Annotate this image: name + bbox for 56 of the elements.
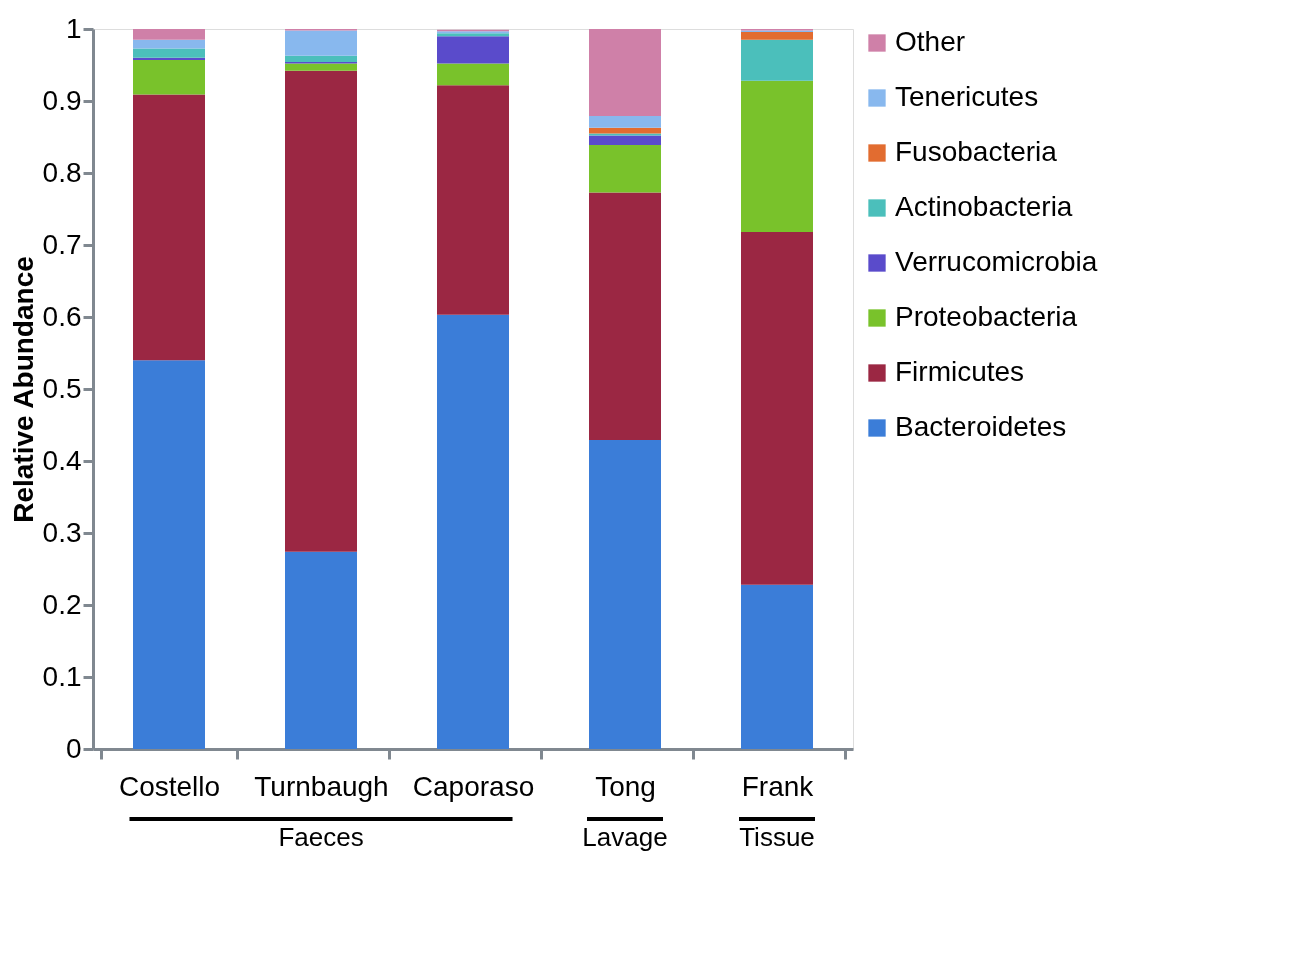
y-tick-label: 0.8: [42, 156, 82, 188]
bar: [741, 584, 813, 749]
bar: [589, 440, 661, 749]
bar: [133, 94, 205, 361]
legend-label: Fusobacteria: [895, 136, 1058, 167]
legend-label: Bacteroidetes: [895, 411, 1067, 442]
bar: [437, 36, 509, 64]
legend-label: Proteobacteria: [895, 301, 1078, 332]
x-tick-label: Caporaso: [412, 770, 535, 802]
y-tick-label: 0: [65, 732, 82, 764]
bar: [741, 232, 813, 585]
bar: [285, 63, 357, 71]
y-tick-label: 0.6: [42, 300, 82, 332]
y-tick-label: 0.7: [42, 228, 82, 260]
bar: [589, 135, 661, 145]
y-axis-title: Relative Abundance: [7, 256, 39, 523]
bar: [741, 31, 813, 40]
bar: [133, 59, 205, 95]
bar: [589, 192, 661, 441]
bar: [437, 85, 509, 315]
legend-label: Other: [895, 26, 966, 57]
x-tick-label: Frank: [741, 770, 815, 802]
text: Tissue: [739, 822, 815, 852]
bar: [285, 70, 357, 552]
legend-label: Tenericutes: [895, 81, 1039, 112]
bar: [437, 314, 509, 749]
bar: [589, 144, 661, 193]
bar: [741, 80, 813, 233]
x-tick-label: Turnbaugh: [254, 770, 389, 802]
bar: [285, 55, 357, 63]
text: Lavage: [582, 822, 668, 852]
bar: [589, 116, 661, 128]
y-tick-label: 0.3: [42, 516, 82, 548]
legend-label: Actinobacteria: [895, 191, 1073, 222]
y-tick-label: 0.4: [42, 444, 82, 476]
bar: [741, 39, 813, 81]
x-tick-label: Costello: [118, 770, 221, 802]
bar: [285, 551, 357, 749]
bar: [285, 30, 357, 56]
y-tick-label: 1: [65, 12, 82, 44]
legend-label: Firmicutes: [895, 356, 1025, 387]
bar: [589, 133, 661, 136]
bar: [133, 29, 205, 40]
bar: [437, 63, 509, 86]
bar: [133, 48, 205, 58]
y-tick-label: 0.2: [42, 588, 82, 620]
bar: [133, 57, 205, 60]
x-tick-label: Tong: [595, 770, 656, 802]
y-tick-label: 0.5: [42, 372, 82, 404]
y-tick-label: 0.9: [42, 84, 82, 116]
bar: [589, 29, 661, 117]
bar: [133, 39, 205, 49]
bar: [133, 360, 205, 749]
y-tick-label: 0.1: [42, 660, 82, 692]
text: Faeces: [278, 822, 364, 852]
legend-label: Verrucomicrobia: [895, 246, 1098, 277]
